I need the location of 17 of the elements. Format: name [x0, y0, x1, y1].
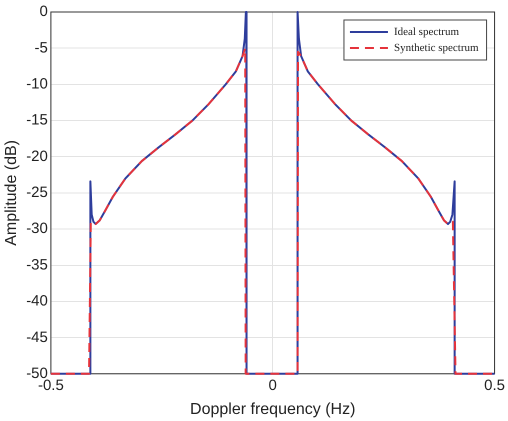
y-tick-label: -25	[26, 184, 48, 202]
y-tick-label: 0	[40, 3, 48, 20]
x-axis-title: Doppler frequency (Hz)	[190, 400, 356, 418]
legend-label: Synthetic spectrum	[394, 42, 480, 54]
x-tick-label: 0.5	[484, 376, 506, 394]
y-tick-label: -35	[26, 256, 48, 274]
x-tick-label: 0	[268, 376, 277, 394]
y-tick-label: -20	[26, 148, 48, 165]
y-tick-label: -40	[26, 292, 48, 310]
y-tick-label: -15	[26, 112, 48, 129]
y-tick-label: -30	[26, 220, 48, 238]
y-tick-label: -5	[34, 39, 48, 56]
y-tick-label: -10	[26, 76, 48, 92]
legend-label: Ideal spectrum	[394, 26, 460, 38]
y-axis-title: Amplitude (dB)	[3, 140, 20, 246]
y-tick-label: -45	[26, 328, 48, 346]
x-tick-label: -0.5	[38, 376, 64, 394]
